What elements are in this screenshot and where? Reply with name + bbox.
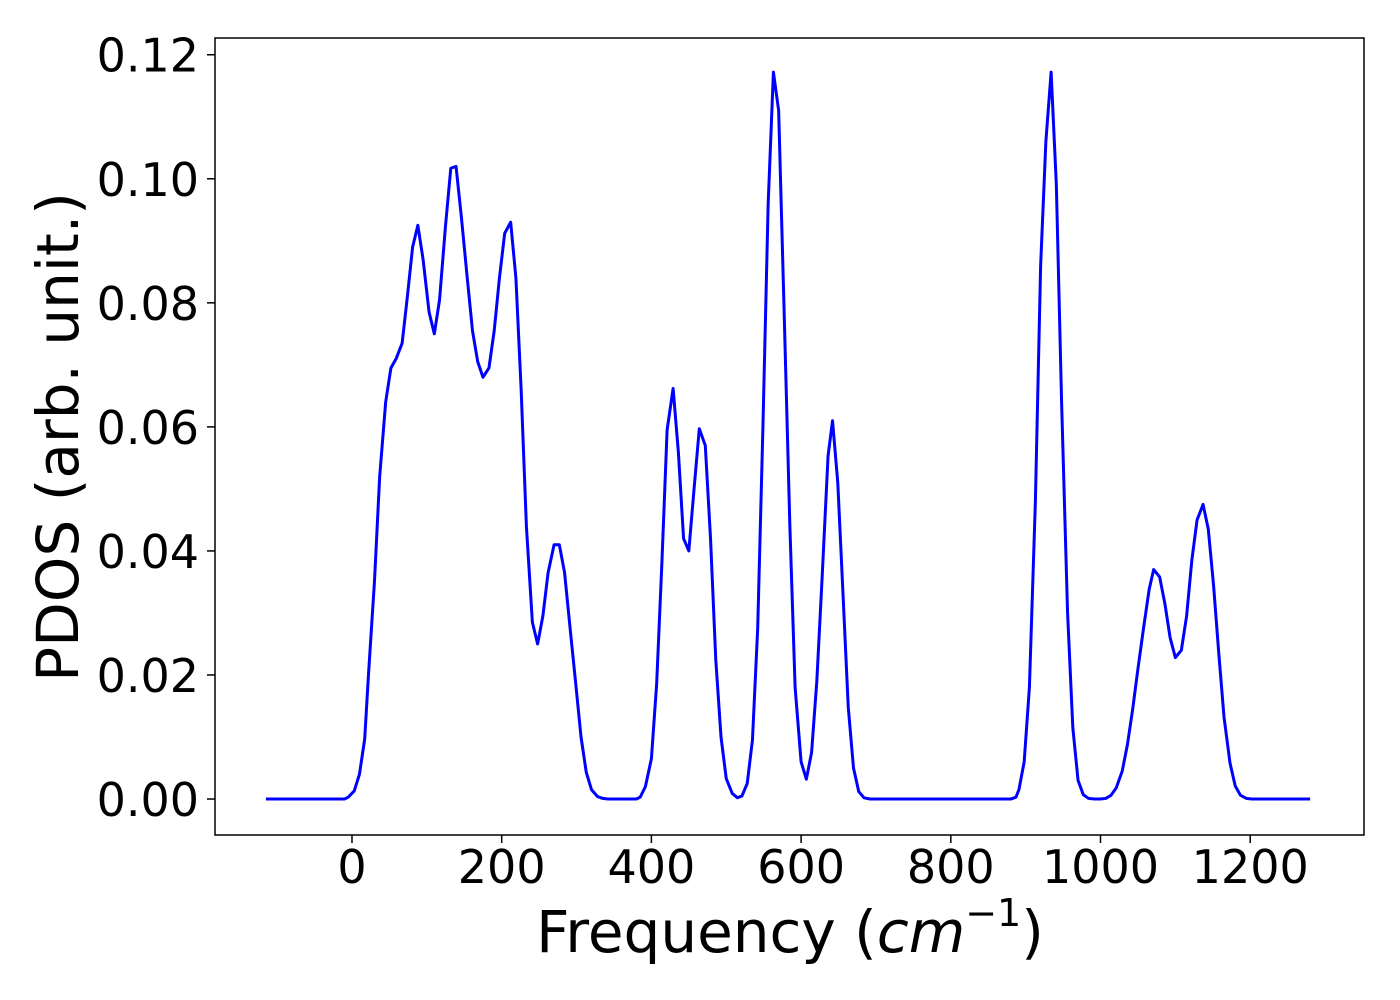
x-label-close: )	[1021, 898, 1044, 966]
x-tick-label: 600	[757, 840, 845, 894]
y-axis-label: PDOS (arb. unit.)	[24, 192, 92, 682]
y-tick-label: 0.06	[97, 401, 199, 455]
y-tick-label: 0.00	[97, 773, 199, 827]
x-axis-label: Frequency (cm−1)	[536, 891, 1044, 966]
y-tick-label: 0.04	[97, 525, 199, 579]
x-label-exponent: −1	[965, 891, 1021, 935]
x-tick-label: 1200	[1192, 840, 1309, 894]
plot-frame	[214, 37, 1365, 836]
x-tick-label: 400	[607, 840, 695, 894]
y-tick-label: 0.12	[97, 29, 199, 83]
x-label-text: Frequency (	[536, 898, 877, 966]
y-tick-label: 0.10	[97, 153, 199, 207]
x-tick-label: 0	[337, 840, 366, 894]
data-line	[265, 70, 1311, 801]
x-label-unit: cm	[877, 898, 965, 966]
x-tick-label: 1000	[1042, 840, 1159, 894]
x-tick-label: 200	[458, 840, 546, 894]
x-tick-label: 800	[907, 840, 995, 894]
y-tick-label: 0.02	[97, 649, 199, 703]
y-tick-label: 0.08	[97, 277, 199, 331]
